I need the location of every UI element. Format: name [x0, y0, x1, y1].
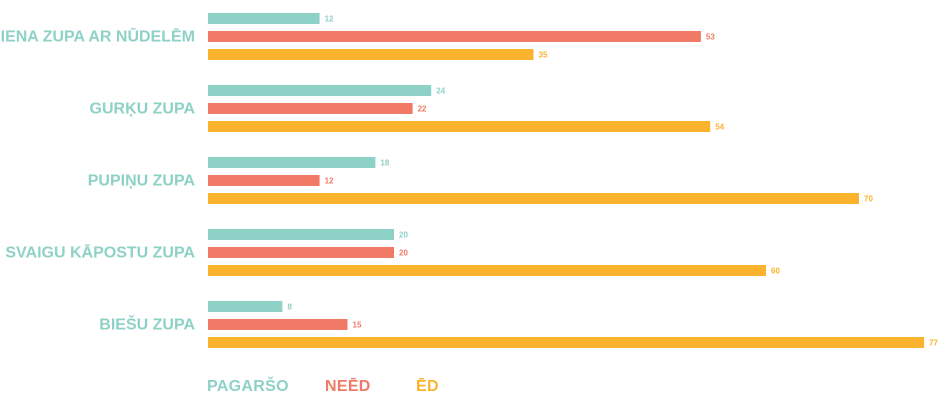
- value-label-gurku-zupa-ed: 54: [715, 123, 724, 132]
- bar-gurku-zupa-ed: [208, 121, 711, 132]
- category-label-biesu-zupa: BIEŠU ZUPA: [99, 315, 195, 334]
- legend-item-ed: ĒD: [416, 378, 439, 395]
- bar-svaigu-kapostu-zupa-need: [208, 247, 394, 258]
- value-label-piena-zupa-ar-nudelem-pagarso: 12: [325, 15, 334, 24]
- value-label-gurku-zupa-need: 22: [418, 105, 427, 114]
- category-label-pupinu-zupa: PUPIŅU ZUPA: [88, 173, 196, 190]
- legend-item-need: NEĒD: [325, 378, 371, 395]
- bar-pupinu-zupa-ed: [208, 193, 859, 204]
- bar-biesu-zupa-pagarso: [208, 301, 283, 312]
- value-label-piena-zupa-ar-nudelem-need: 53: [706, 33, 715, 42]
- category-label-gurku-zupa: GURĶU ZUPA: [90, 101, 196, 118]
- value-label-svaigu-kapostu-zupa-need: 20: [399, 249, 408, 258]
- bar-gurku-zupa-need: [208, 103, 413, 114]
- value-label-pupinu-zupa-need: 12: [325, 177, 334, 186]
- value-label-biesu-zupa-ed: 77: [929, 339, 938, 348]
- bar-svaigu-kapostu-zupa-ed: [208, 265, 766, 276]
- bar-piena-zupa-ar-nudelem-ed: [208, 49, 534, 60]
- value-label-pupinu-zupa-pagarso: 18: [380, 159, 389, 168]
- bar-piena-zupa-ar-nudelem-pagarso: [208, 13, 320, 24]
- category-label-svaigu-kapostu-zupa: SVAIGU KĀPOSTU ZUPA: [5, 243, 195, 262]
- bar-svaigu-kapostu-zupa-pagarso: [208, 229, 394, 240]
- value-label-svaigu-kapostu-zupa-pagarso: 20: [399, 231, 408, 240]
- legend: PAGARŠO NEĒD ĒD: [0, 378, 948, 402]
- value-label-biesu-zupa-need: 15: [353, 321, 362, 330]
- value-label-gurku-zupa-pagarso: 24: [436, 87, 445, 96]
- bar-gurku-zupa-pagarso: [208, 85, 432, 96]
- value-label-pupinu-zupa-ed: 70: [864, 195, 873, 204]
- bar-biesu-zupa-ed: [208, 337, 925, 348]
- bar-piena-zupa-ar-nudelem-need: [208, 31, 701, 42]
- value-label-biesu-zupa-pagarso: 8: [287, 303, 292, 312]
- bar-pupinu-zupa-pagarso: [208, 157, 376, 168]
- legend-item-pagarso: PAGARŠO: [207, 378, 289, 395]
- value-label-piena-zupa-ar-nudelem-ed: 35: [539, 51, 548, 60]
- bar-biesu-zupa-need: [208, 319, 348, 330]
- value-label-svaigu-kapostu-zupa-ed: 60: [771, 267, 780, 276]
- category-label-piena-zupa-ar-nudelem: PIENA ZUPA AR NŪDELĒM: [0, 27, 195, 46]
- bar-pupinu-zupa-need: [208, 175, 320, 186]
